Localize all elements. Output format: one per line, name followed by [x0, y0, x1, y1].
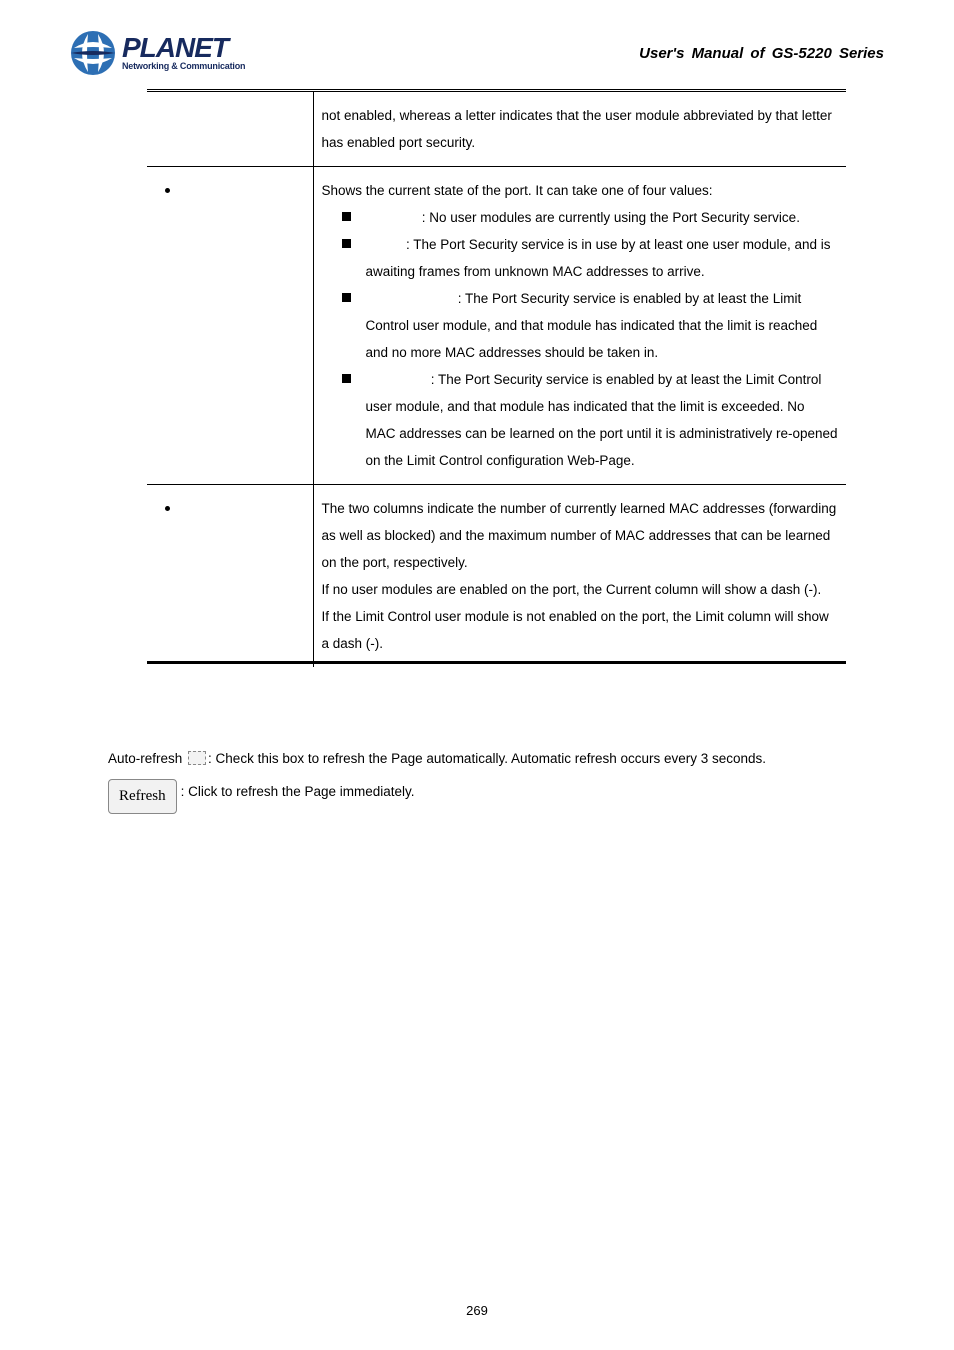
page-header: PLANET Networking & Communication User's…	[0, 18, 954, 88]
bullet-icon	[165, 188, 170, 193]
logo-text: PLANET Networking & Communication	[122, 35, 245, 70]
param-cell-empty	[147, 91, 313, 167]
auto-refresh-line: Auto-refresh : Check this box to refresh…	[108, 745, 846, 772]
logo-tagline: Networking & Communication	[122, 62, 245, 71]
param-cell-mac: MAC Count	[147, 485, 313, 668]
auto-refresh-text: : Check this box to refresh the Page aut…	[208, 751, 766, 766]
auto-refresh-prefix: Auto-refresh	[108, 751, 186, 766]
state-values-list: Disabled: No user modules are currently …	[322, 204, 839, 474]
row0-text: not enabled, whereas a letter indicates …	[322, 108, 832, 150]
checkbox-icon[interactable]	[188, 751, 206, 765]
state-disabled: Disabled: No user modules are currently …	[342, 204, 839, 231]
bullet-icon	[165, 506, 170, 511]
manual-title: User's Manual of GS-5220 Series	[639, 45, 884, 62]
globe-icon	[70, 30, 116, 76]
state-limit-reached: Limit Reached: The Port Security service…	[342, 285, 839, 366]
state-shutdown: Shutdown: The Port Security service is e…	[342, 366, 839, 474]
buttons-section: Buttons Auto-refresh : Check this box to…	[108, 710, 846, 814]
brand-logo: PLANET Networking & Communication	[70, 30, 245, 76]
page-number: 269	[0, 1303, 954, 1318]
state-intro: Shows the current state of the port. It …	[322, 177, 839, 204]
mac-p3: If the Limit Control user module is not …	[322, 603, 839, 657]
table-bottom-rule	[147, 661, 846, 664]
param-state-desc: Shows the current state of the port. It …	[313, 167, 846, 485]
refresh-button[interactable]: Refresh	[108, 779, 177, 814]
mac-p2: If no user modules are enabled on the po…	[322, 576, 839, 603]
parameter-table: not enabled, whereas a letter indicates …	[147, 89, 846, 667]
state-ready: Ready: The Port Security service is in u…	[342, 231, 839, 285]
refresh-text: : Click to refresh the Page immediately.	[181, 784, 415, 799]
mac-p1: The two columns indicate the number of c…	[322, 495, 839, 576]
param-mac-desc: The two columns indicate the number of c…	[313, 485, 846, 668]
param-desc: not enabled, whereas a letter indicates …	[313, 91, 846, 167]
logo-word: PLANET	[122, 35, 245, 62]
param-cell: State	[147, 167, 313, 485]
refresh-line: Refresh : Click to refresh the Page immed…	[108, 778, 846, 814]
